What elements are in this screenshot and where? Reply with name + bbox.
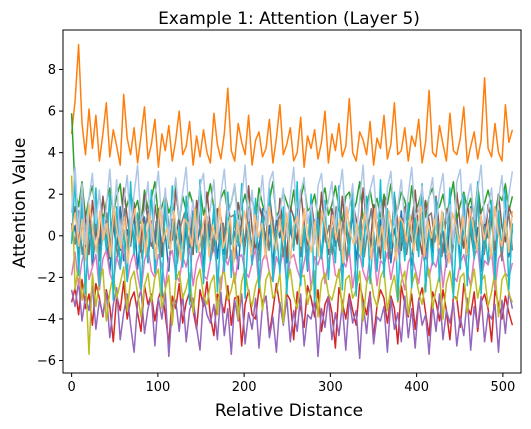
plot-frame: [62, 29, 522, 374]
chart-title: Example 1: Attention (Layer 5): [158, 9, 420, 29]
x-tick-label: 200: [232, 380, 257, 395]
y-tick-label: 8: [48, 63, 56, 78]
y-tick-label: 0: [48, 229, 56, 244]
series-line-11: [70, 164, 514, 247]
series-line-10: [70, 176, 514, 306]
x-tick-label: 0: [67, 380, 75, 395]
series-line-5: [70, 280, 514, 360]
x-tick-label: 400: [404, 380, 429, 395]
x-tick-label: 100: [145, 380, 170, 395]
y-tick-label: −6: [37, 354, 56, 369]
y-axis-label: Attention Value: [10, 138, 30, 269]
x-tick-label: 300: [318, 380, 343, 395]
series-layer: [70, 43, 514, 360]
y-tick-label: 6: [48, 105, 56, 120]
x-tick-label: 500: [490, 380, 515, 395]
axes-layer: 0 100 200 300 400 500 −6 −4 −2 0 2 4 6 8: [37, 29, 522, 395]
y-tick-label: 2: [48, 188, 56, 203]
series-line-12: [70, 203, 514, 264]
y-tick-label: −2: [37, 271, 56, 286]
series-line-3: [70, 113, 514, 225]
x-axis-label: Relative Distance: [215, 401, 363, 421]
series-line-2: [70, 43, 514, 168]
y-tick-label: −4: [37, 312, 56, 327]
y-tick-label: 4: [48, 146, 56, 161]
